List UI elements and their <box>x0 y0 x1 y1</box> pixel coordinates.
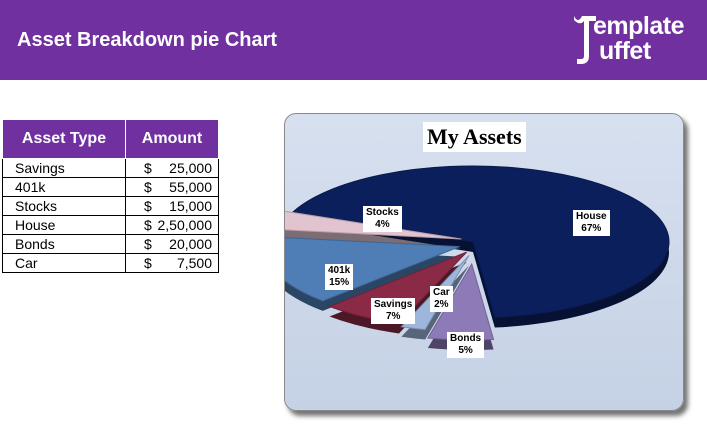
table-row: House $2,50,000 <box>2 215 219 235</box>
amount-value: 7,500 <box>176 255 212 271</box>
data-label-percent: 5% <box>458 345 473 356</box>
cell-amount[interactable]: $7,500 <box>125 253 219 273</box>
cell-asset-type[interactable]: Bonds <box>2 234 126 254</box>
amount-value: 55,000 <box>169 179 212 195</box>
data-label-name: Stocks <box>366 207 399 218</box>
data-label-house: House 67% <box>573 210 610 236</box>
data-label-percent: 15% <box>329 277 350 288</box>
amount-value: 2,50,000 <box>157 217 213 233</box>
column-header-asset-type: Asset Type <box>2 119 126 159</box>
currency-symbol: $ <box>144 255 152 271</box>
page-title: Asset Breakdown pie Chart <box>17 29 278 51</box>
amount-value: 20,000 <box>169 236 212 252</box>
table-row: Car $7,500 <box>2 253 219 273</box>
pie-chart-area[interactable]: My Assets House 67% Bonds 5% Car 2% Savings 7% 4… <box>284 113 684 411</box>
data-label-percent: 4% <box>375 219 390 230</box>
currency-symbol: $ <box>144 236 152 252</box>
asset-table: Asset Type Amount Savings $25,000 401k $… <box>2 119 219 273</box>
table-row: Stocks $15,000 <box>2 196 219 216</box>
currency-symbol: $ <box>144 217 152 233</box>
cell-amount[interactable]: $2,50,000 <box>125 215 219 235</box>
data-label-name: Car <box>433 287 450 298</box>
cell-asset-type[interactable]: Car <box>2 253 126 273</box>
table-row: Bonds $20,000 <box>2 234 219 254</box>
currency-symbol: $ <box>144 160 152 176</box>
data-label-savings: Savings 7% <box>371 298 416 324</box>
data-label-percent: 67% <box>581 223 602 234</box>
cell-asset-type[interactable]: House <box>2 215 126 235</box>
pie-slice-house[interactable] <box>290 165 670 319</box>
data-label-car: Car 2% <box>430 286 453 312</box>
data-label-percent: 7% <box>385 311 401 322</box>
header-banner: Asset Breakdown pie Chart emplate uffet <box>0 0 707 80</box>
logo-text-line2: uffet <box>599 37 651 65</box>
amount-value: 15,000 <box>169 198 212 214</box>
data-label-bonds: Bonds 5% <box>447 332 485 358</box>
cell-asset-type[interactable]: Stocks <box>2 196 126 216</box>
table-row: Savings $25,000 <box>2 158 219 178</box>
cell-asset-type[interactable]: 401k <box>2 177 126 197</box>
data-label-401k: 401k 15% <box>325 264 354 290</box>
logo-mark-icon <box>574 16 596 64</box>
cell-amount[interactable]: $25,000 <box>125 158 219 178</box>
chart-title: My Assets <box>423 122 526 152</box>
cell-asset-type[interactable]: Savings <box>2 158 126 178</box>
data-label-percent: 2% <box>434 299 449 310</box>
cell-amount[interactable]: $55,000 <box>125 177 219 197</box>
table-header-row: Asset Type Amount <box>2 119 219 159</box>
data-label-name: House <box>576 211 607 222</box>
template-buffet-logo: emplate uffet <box>572 10 698 66</box>
data-label-name: Bonds <box>450 333 482 344</box>
amount-value: 25,000 <box>169 160 212 176</box>
currency-symbol: $ <box>144 179 152 195</box>
pie-chart-svg <box>285 165 670 350</box>
pie-slice-stocks[interactable] <box>285 210 462 240</box>
cell-amount[interactable]: $15,000 <box>125 196 219 216</box>
column-header-amount: Amount <box>125 119 219 159</box>
data-label-stocks: Stocks 4% <box>363 206 402 232</box>
logo-text-line1: emplate <box>593 12 684 40</box>
data-label-name: Savings <box>374 299 413 310</box>
currency-symbol: $ <box>144 198 152 214</box>
table-row: 401k $55,000 <box>2 177 219 197</box>
cell-amount[interactable]: $20,000 <box>125 234 219 254</box>
data-label-name: 401k <box>328 265 351 276</box>
